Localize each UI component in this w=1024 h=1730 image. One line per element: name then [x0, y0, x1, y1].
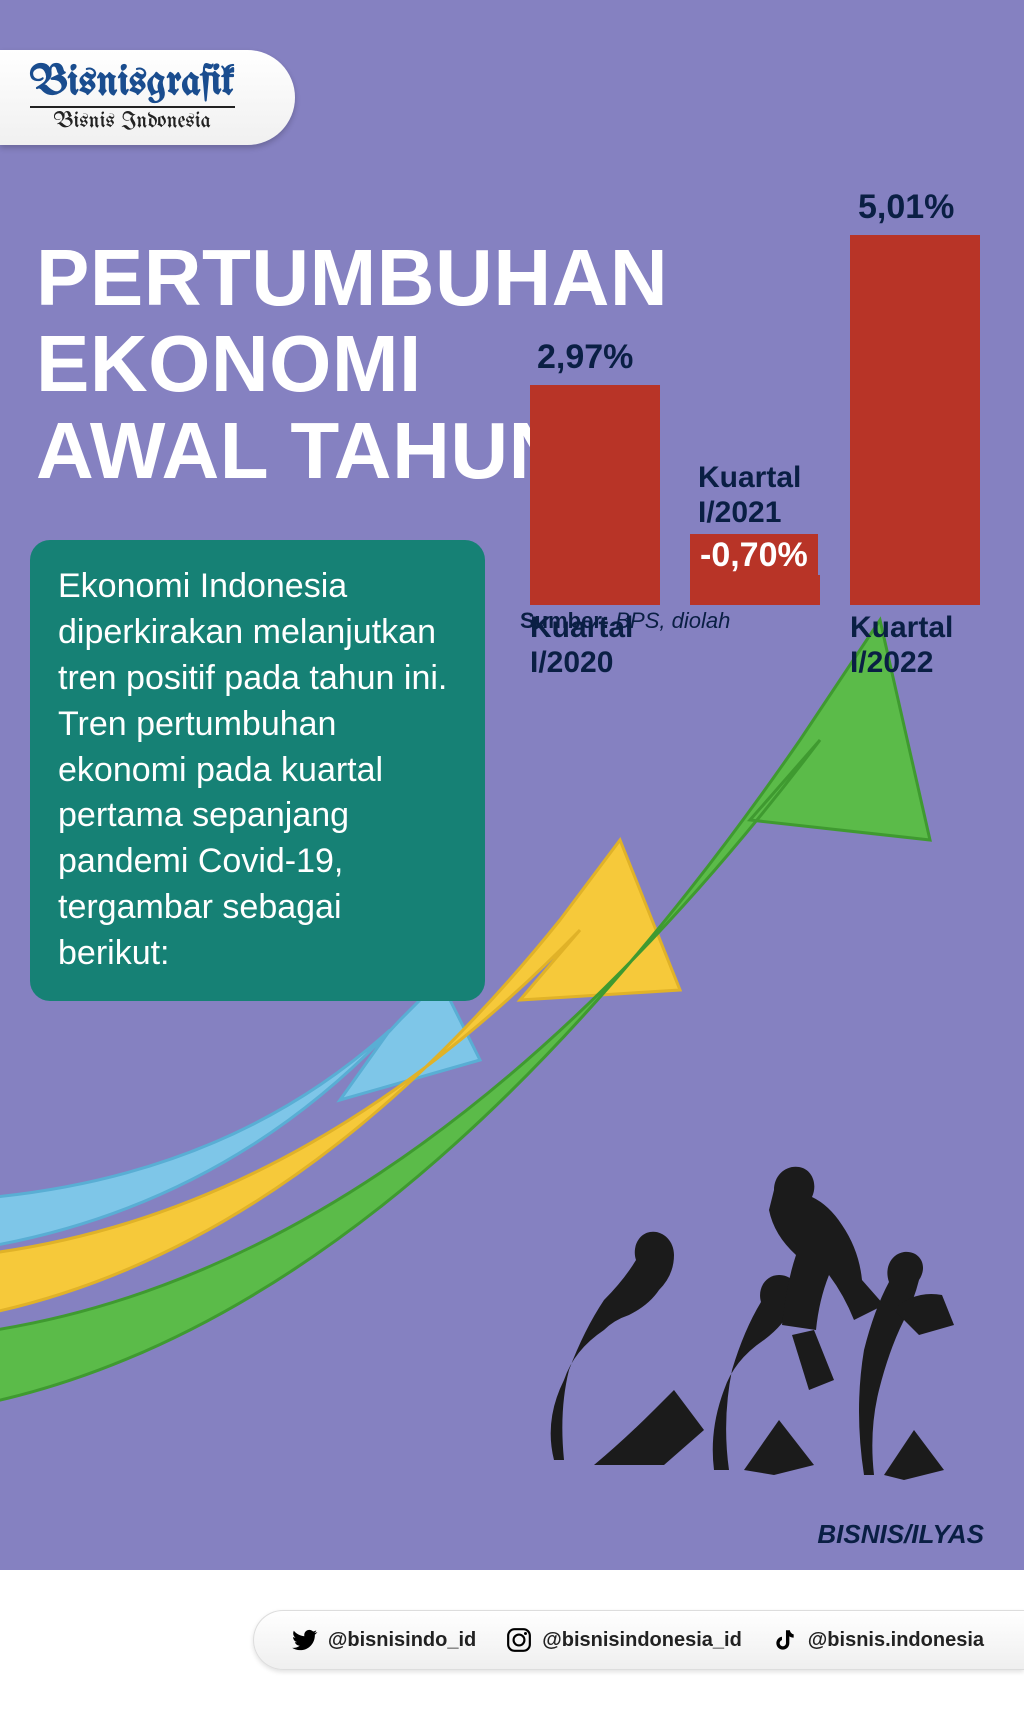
infographic-panel: Bisnisgrafik Bisnis Indonesia PERTUMBUHA…	[0, 0, 1024, 1570]
bar-2021	[690, 575, 820, 605]
bar-chart: 2,97% Kuartal I/2020 Kuartal I/2021 -0,7…	[520, 220, 1000, 670]
twitter-icon	[290, 1625, 320, 1655]
source-value: BPS, diolah	[615, 608, 730, 633]
social-pill: @bisnisindo_id @bisnisindonesia_id @bisn…	[253, 1610, 1024, 1670]
logo-pill: Bisnisgrafik Bisnis Indonesia	[0, 50, 295, 145]
tiktok-icon	[770, 1625, 800, 1655]
bar-label-line2: I/2020	[530, 646, 613, 679]
chart-source: Sumber: BPS, diolah	[520, 608, 730, 634]
social-handle: @bisnisindo_id	[328, 1629, 476, 1652]
bar-label-2022: Kuartal I/2022	[850, 611, 953, 680]
footer: @bisnisindo_id @bisnisindonesia_id @bisn…	[0, 1570, 1024, 1730]
social-handle: @bisnis.indonesia	[808, 1629, 984, 1652]
bar-label-2021: Kuartal I/2021	[698, 461, 801, 530]
instagram-icon	[504, 1625, 534, 1655]
logo-main: Bisnisgrafik	[30, 62, 235, 104]
bar-value-2020: 2,97%	[537, 338, 633, 377]
source-label: Sumber:	[520, 608, 609, 633]
bar-value-2021: -0,70%	[690, 536, 818, 575]
logo-sub: Bisnis Indonesia	[30, 106, 235, 133]
social-tiktok[interactable]: @bisnis.indonesia	[770, 1625, 984, 1655]
social-handle: @bisnisindonesia_id	[542, 1629, 742, 1652]
bar-label-line2: I/2022	[850, 646, 933, 679]
negative-value: -0,70%	[690, 534, 818, 576]
credit-text: BISNIS/ILYAS	[817, 1519, 984, 1550]
bar-label-line1: Kuartal	[850, 611, 953, 644]
description-box: Ekonomi Indonesia diperkirakan melanjutk…	[30, 540, 485, 1001]
arrow-blue	[0, 980, 480, 1260]
bar-2020	[530, 385, 660, 605]
bar-label-line1: Kuartal	[698, 461, 801, 494]
people-silhouette	[474, 1070, 974, 1490]
social-twitter[interactable]: @bisnisindo_id	[290, 1625, 476, 1655]
bar-2022	[850, 235, 980, 605]
social-instagram[interactable]: @bisnisindonesia_id	[504, 1625, 742, 1655]
bar-value-2022: 5,01%	[858, 188, 954, 227]
bar-label-line2: I/2021	[698, 496, 781, 529]
